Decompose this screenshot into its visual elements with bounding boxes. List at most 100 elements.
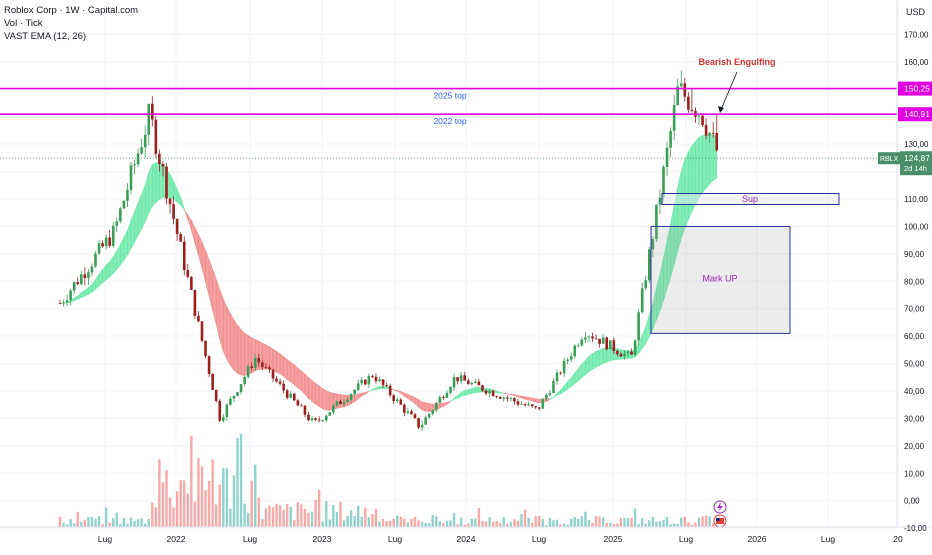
volume-bar [403,519,405,527]
volume-bar [385,521,387,527]
price-tick-label: 90,00 [904,250,925,259]
candle-body [172,204,175,219]
ema-cloud-segment [223,299,227,359]
price-tick-label: 160,00 [904,58,929,67]
candle-body [353,390,356,394]
price-tick-label: 20,00 [904,442,925,451]
candle-body [485,391,488,394]
volume-bar [620,518,622,527]
volume-bar [588,520,590,527]
candle-body [502,398,505,399]
candle-body [609,340,612,349]
ema-cloud-segment [284,357,288,380]
volume-bar [279,505,281,527]
candle-body [577,345,580,346]
candle-body [307,415,310,420]
candle-body [581,340,584,346]
price-tick-label: 50,00 [904,360,925,369]
volume-bar [478,508,480,527]
volume-bar [105,508,107,527]
volume-bar [393,519,395,527]
candle-body [339,401,342,404]
candle-body [428,414,431,418]
candle-body [165,167,168,199]
candle-body [648,249,651,280]
ema-cloud-segment [316,383,320,406]
ema-cloud-segment [422,402,426,412]
volume-bar [361,517,363,527]
volume-bar [435,516,437,527]
candle-body [417,418,420,428]
candle-body [644,280,647,288]
ema-cloud-segment [106,262,110,280]
volume-bar [304,509,306,527]
candle-body [250,366,253,367]
level-label: 2022 top [433,116,466,126]
candle-body [69,291,72,301]
price-tick-label: 110,00 [904,195,928,204]
candle-body [208,356,211,374]
volume-bar [563,524,565,527]
candle-body [229,399,232,405]
volume-bar [382,519,384,527]
symbol-title[interactable]: Roblox Corp · 1W · Capital.com [4,4,138,17]
volume-bar [694,523,696,527]
candle-body [460,375,463,381]
candle-body [76,282,79,284]
volume-bar [389,521,391,527]
ema-cloud-segment [319,386,323,409]
volume-bar [272,507,274,527]
volume-bar [357,506,359,527]
volume-bar [300,504,302,527]
volume-bar [577,519,579,527]
volume-bar [542,519,544,527]
volume-bar [69,519,71,527]
ema-cloud-segment [475,387,479,393]
volume-indicator-label[interactable]: Vol · Tick [4,17,138,30]
volume-bar [73,523,75,527]
candle-body [534,406,537,407]
volume-bar [130,518,132,527]
candle-body [481,385,484,390]
candle-body [62,302,65,303]
volume-bar [517,521,519,527]
volume-bar [151,502,153,527]
volume-bar [414,517,416,527]
volume-bar [552,520,554,527]
volume-bar [421,522,423,527]
ema-indicator-label[interactable]: VAST EMA (12, 26) [4,30,138,43]
candle-body [385,385,388,386]
volume-bar [346,516,348,527]
candle-body [368,376,371,385]
volume-bar [155,507,157,527]
candle-body [421,425,424,428]
candle-body [584,337,587,339]
candle-body [595,339,598,340]
volume-bar [606,523,608,527]
candle-body [222,417,225,421]
candle-body [147,104,150,135]
ema-cloud-segment [287,360,291,382]
volume-bar [286,504,288,527]
candle-body [144,135,147,148]
ema-cloud-segment [156,163,160,203]
ema-cloud-segment [149,164,153,213]
candle-body [588,336,591,337]
ema-cloud-segment [589,354,593,372]
candle-body [488,391,491,394]
candle-body [598,339,601,344]
candle-body [506,398,509,399]
ema-cloud-segment [152,163,156,207]
volume-bar [314,500,316,527]
ticker-label: RBLX [880,156,899,163]
candle-body [236,392,239,396]
candle-body [400,400,403,405]
candle-body [531,404,534,406]
volume-bar [290,507,292,527]
candle-body [684,83,687,96]
candle-body [463,375,466,380]
ema-cloud-segment [294,365,298,388]
volume-bar [460,518,462,527]
candle-body [442,397,445,398]
